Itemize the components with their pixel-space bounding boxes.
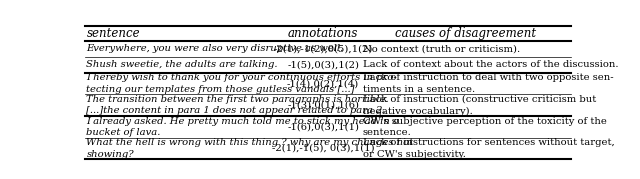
- Text: sentence: sentence: [86, 27, 140, 40]
- Text: The transition between the first two paragraphs is horrible.
[...]the content in: The transition between the first two par…: [86, 95, 389, 115]
- Text: I already asked. He pretty much told me to stick my head in a
bucket of lava.: I already asked. He pretty much told me …: [86, 117, 399, 137]
- Text: Everywhere, you were also very disruptive as well.: Everywhere, you were also very disruptiv…: [86, 44, 344, 53]
- Text: I hereby wish to thank you for your continuous efforts in pro-
tecting our templ: I hereby wish to thank you for your cont…: [86, 73, 397, 94]
- Text: Lack of instruction to deal with two opposite sen-
timents in a sentence.: Lack of instruction to deal with two opp…: [363, 73, 613, 94]
- Text: -1(6),0(3),1(1): -1(6),0(3),1(1): [287, 122, 359, 131]
- Text: -1(5),0(3),1(2): -1(5),0(3),1(2): [287, 60, 359, 69]
- Text: annotations: annotations: [288, 27, 358, 40]
- Text: What the hell is wrong with this thing ? why are my changes not
showing?: What the hell is wrong with this thing ?…: [86, 138, 413, 159]
- Text: CW's subjective perception of the toxicity of the
sentence.: CW's subjective perception of the toxici…: [363, 117, 607, 137]
- Text: Shush sweetie, the adults are talking.: Shush sweetie, the adults are talking.: [86, 60, 278, 69]
- Text: Lack of context about the actors of the discussion.: Lack of context about the actors of the …: [363, 60, 618, 69]
- Text: -1(4),0(2),1(4): -1(4),0(2),1(4): [287, 79, 359, 88]
- Text: -1(3),0(1),1(6): -1(3),0(1),1(6): [287, 101, 359, 110]
- Text: No context (truth or criticism).: No context (truth or criticism).: [363, 44, 520, 53]
- Text: Lack of instructions for sentences without target,
or CW's subjectivity.: Lack of instructions for sentences witho…: [363, 138, 614, 159]
- Text: -2(1),-1(5), 0(3),1(1): -2(1),-1(5), 0(3),1(1): [272, 144, 374, 153]
- Text: Lack of instruction (constructive criticism but
negative vocabulary).: Lack of instruction (constructive critic…: [363, 95, 596, 116]
- Text: causes of disagreement: causes of disagreement: [395, 27, 536, 40]
- Text: -2(1),-1(2),0(5),1(2): -2(1),-1(2),0(5),1(2): [273, 44, 373, 53]
